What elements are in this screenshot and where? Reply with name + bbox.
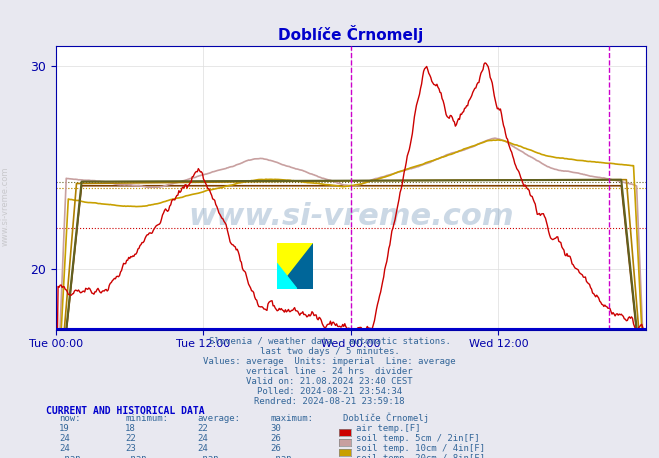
Text: 18: 18: [125, 424, 136, 432]
Polygon shape: [277, 243, 313, 289]
Text: Rendred: 2024-08-21 23:59:18: Rendred: 2024-08-21 23:59:18: [254, 397, 405, 406]
Text: Polled: 2024-08-21 23:54:34: Polled: 2024-08-21 23:54:34: [257, 387, 402, 396]
Text: -nan: -nan: [198, 454, 219, 458]
Text: average:: average:: [198, 414, 241, 423]
Text: minimum:: minimum:: [125, 414, 168, 423]
Text: 30: 30: [270, 424, 281, 432]
Text: -nan: -nan: [59, 454, 81, 458]
Text: www.si-vreme.com: www.si-vreme.com: [1, 166, 10, 246]
Text: -nan: -nan: [125, 454, 147, 458]
Title: Doblíče Črnomelj: Doblíče Črnomelj: [278, 25, 424, 43]
Text: CURRENT AND HISTORICAL DATA: CURRENT AND HISTORICAL DATA: [46, 406, 205, 415]
Text: soil temp. 5cm / 2in[F]: soil temp. 5cm / 2in[F]: [356, 434, 480, 442]
Polygon shape: [277, 243, 313, 289]
Text: soil temp. 20cm / 8in[F]: soil temp. 20cm / 8in[F]: [356, 454, 485, 458]
Text: maximum:: maximum:: [270, 414, 313, 423]
Text: soil temp. 10cm / 4in[F]: soil temp. 10cm / 4in[F]: [356, 444, 485, 453]
Text: 19: 19: [59, 424, 70, 432]
Text: Doblíče Črnomelj: Doblíče Črnomelj: [343, 413, 429, 423]
Text: last two days / 5 minutes.: last two days / 5 minutes.: [260, 347, 399, 356]
Text: Slovenia / weather data - automatic stations.: Slovenia / weather data - automatic stat…: [208, 337, 451, 346]
Text: 22: 22: [198, 424, 208, 432]
Text: 23: 23: [125, 444, 136, 453]
Text: www.si-vreme.com: www.si-vreme.com: [188, 202, 514, 231]
Text: air temp.[F]: air temp.[F]: [356, 424, 420, 432]
Text: Valid on: 21.08.2024 23:40 CEST: Valid on: 21.08.2024 23:40 CEST: [246, 377, 413, 386]
Text: 24: 24: [59, 434, 70, 442]
Polygon shape: [277, 263, 297, 289]
Text: vertical line - 24 hrs  divider: vertical line - 24 hrs divider: [246, 367, 413, 376]
Text: 22: 22: [125, 434, 136, 442]
Text: 24: 24: [198, 444, 208, 453]
Text: -nan: -nan: [270, 454, 292, 458]
Text: 26: 26: [270, 434, 281, 442]
Text: now:: now:: [59, 414, 81, 423]
Text: 24: 24: [59, 444, 70, 453]
Text: 24: 24: [198, 434, 208, 442]
Text: 26: 26: [270, 444, 281, 453]
Text: Values: average  Units: imperial  Line: average: Values: average Units: imperial Line: av…: [203, 357, 456, 366]
